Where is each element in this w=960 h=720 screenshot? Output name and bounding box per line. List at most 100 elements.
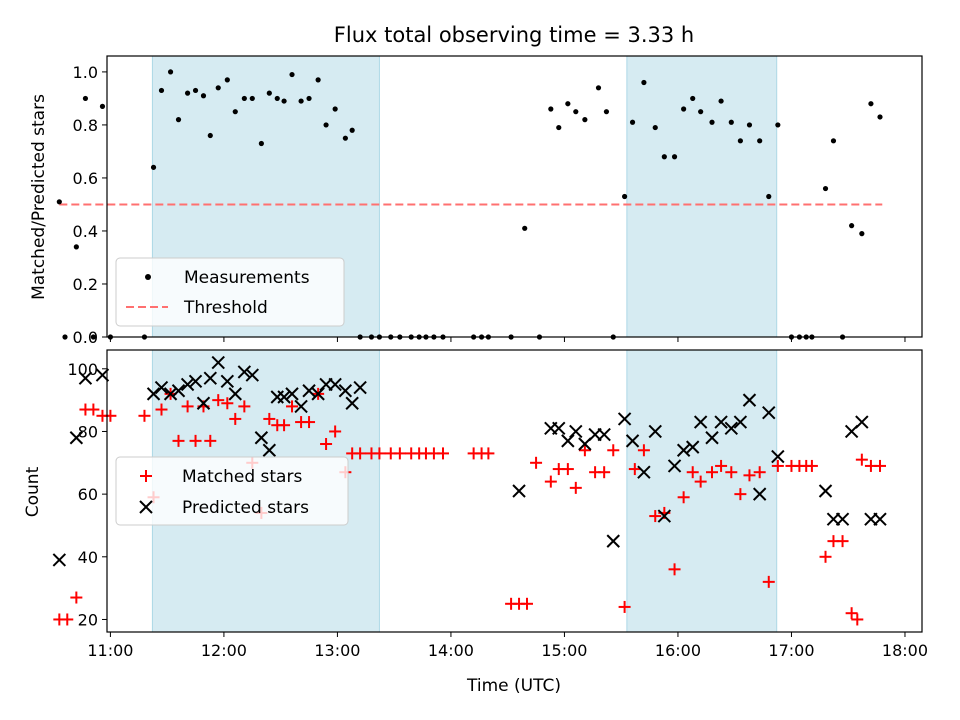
predicted-star-point xyxy=(245,368,259,382)
matched-star-point xyxy=(482,447,495,460)
predicted-star-point xyxy=(606,534,620,548)
ratio-observing-window-1 xyxy=(626,55,778,338)
ratio-y-tick-label: 0.0 xyxy=(73,328,98,347)
matched-star-point xyxy=(649,510,662,523)
count-panel: 11:00 12:00 13:00 14:00 15:00 16:00 17:00 18:00… xyxy=(23,349,928,696)
matched-star-point xyxy=(668,563,681,576)
measurement-point xyxy=(184,90,191,96)
measurement-point xyxy=(766,193,772,200)
matched-star-point xyxy=(436,447,449,460)
matched-star-point xyxy=(618,600,631,613)
figure-title: Flux total observing time = 3.33 h xyxy=(334,23,694,47)
x-tick-label: 13:00 xyxy=(314,641,360,660)
measurement-point xyxy=(728,119,734,125)
predicted-star-point xyxy=(714,415,728,429)
measurement-point xyxy=(877,114,883,120)
predicted-star-point xyxy=(302,384,316,398)
matched-star-point xyxy=(238,400,251,413)
ratio-y-tick-label: 0.8 xyxy=(73,116,98,135)
measurement-point xyxy=(582,117,588,123)
matched-star-point xyxy=(607,444,620,457)
matched-star-point xyxy=(686,466,699,479)
ratio-panel: 0.0 0.2 0.4 0.6 0.8 1.0 Matched/Predicted sta… xyxy=(29,55,923,347)
matched-star-point xyxy=(628,463,641,476)
ratio-plot-frame xyxy=(106,55,923,338)
count-plot-frame xyxy=(106,349,923,633)
matched-star-point xyxy=(845,607,858,620)
measurement-point xyxy=(192,87,199,94)
matched-star-point xyxy=(694,475,707,488)
matched-star-point xyxy=(212,394,225,407)
measurement-point xyxy=(200,93,207,99)
matched-star-point xyxy=(303,416,316,429)
matched-star-point xyxy=(569,481,582,494)
predicted-star-point xyxy=(855,415,869,429)
predicted-star-point xyxy=(762,405,776,420)
predicted-star-point xyxy=(771,449,785,464)
measurement-point xyxy=(859,231,865,237)
matched-star-point xyxy=(855,453,868,466)
predicted-star-point xyxy=(211,355,225,370)
measurement-point xyxy=(849,223,855,229)
matched-star-point xyxy=(520,597,533,610)
measurement-point xyxy=(99,103,106,109)
ratio-axes: 0.0 0.2 0.4 0.6 0.8 1.0 xyxy=(73,63,906,347)
matched-star-point xyxy=(278,419,291,432)
measurement-point xyxy=(737,138,743,144)
measurement-point xyxy=(150,164,157,170)
matched-star-point xyxy=(189,434,202,447)
x-tick-label: 12:00 xyxy=(201,641,247,660)
predicted-star-point xyxy=(262,443,277,457)
predicted-star-point xyxy=(724,421,739,436)
measurement-point xyxy=(224,77,230,83)
predicted-star-point xyxy=(597,427,611,442)
matched-star-point xyxy=(637,444,650,457)
predicted-star-point xyxy=(617,412,632,426)
matched-star-point xyxy=(181,400,194,413)
measurement-point xyxy=(757,138,763,144)
ratio-y-tick-label: 1.0 xyxy=(73,63,98,82)
measurement-point xyxy=(258,140,264,147)
predicted-star-point xyxy=(294,399,308,414)
matched-star-point xyxy=(87,403,100,416)
matched-star-point xyxy=(851,613,864,626)
measurement-point xyxy=(641,79,647,86)
measurement-point xyxy=(207,132,213,139)
predicted-star-point xyxy=(220,374,235,389)
measurement-point xyxy=(298,98,304,104)
matched-star-point xyxy=(771,459,784,472)
measurement-point xyxy=(709,119,715,125)
predicted-star-point xyxy=(338,384,353,398)
legend-measurements-label: Measurements xyxy=(184,268,310,288)
measurement-point xyxy=(603,109,610,115)
matched-star-point xyxy=(805,459,818,472)
predicted-star-point xyxy=(686,440,700,454)
measurement-point xyxy=(671,154,678,160)
measurement-point xyxy=(622,193,628,200)
matched-star-point xyxy=(578,444,591,457)
predicted-star-point xyxy=(835,512,850,526)
measurement-point xyxy=(167,69,174,75)
predicted-star-point xyxy=(228,387,242,401)
measurement-point xyxy=(522,225,528,231)
count-y-tick-label: 60 xyxy=(78,485,98,504)
measurement-point xyxy=(56,199,62,205)
predicted-star-point xyxy=(163,387,178,401)
measurement-point xyxy=(698,109,704,115)
legend-matched-marker xyxy=(140,470,152,482)
legend-measurements-marker xyxy=(145,274,151,280)
count-y-tick-label: 80 xyxy=(78,422,98,441)
x-tick-label: 18:00 xyxy=(882,641,928,660)
predicted-star-point xyxy=(637,465,651,479)
matched-star-point xyxy=(715,459,728,472)
legend-predicted-label: Predicted stars xyxy=(182,498,309,518)
measurement-point xyxy=(830,138,837,144)
predicted-star-point xyxy=(345,396,359,410)
matched-star-point xyxy=(530,456,543,469)
predicted-star-point xyxy=(693,415,708,429)
measurement-point xyxy=(266,90,272,96)
predicted-star-point xyxy=(625,434,640,448)
ratio-y-tick-label: 0.2 xyxy=(73,275,98,294)
matched-star-point xyxy=(320,438,333,450)
matched-star-point xyxy=(229,412,242,425)
